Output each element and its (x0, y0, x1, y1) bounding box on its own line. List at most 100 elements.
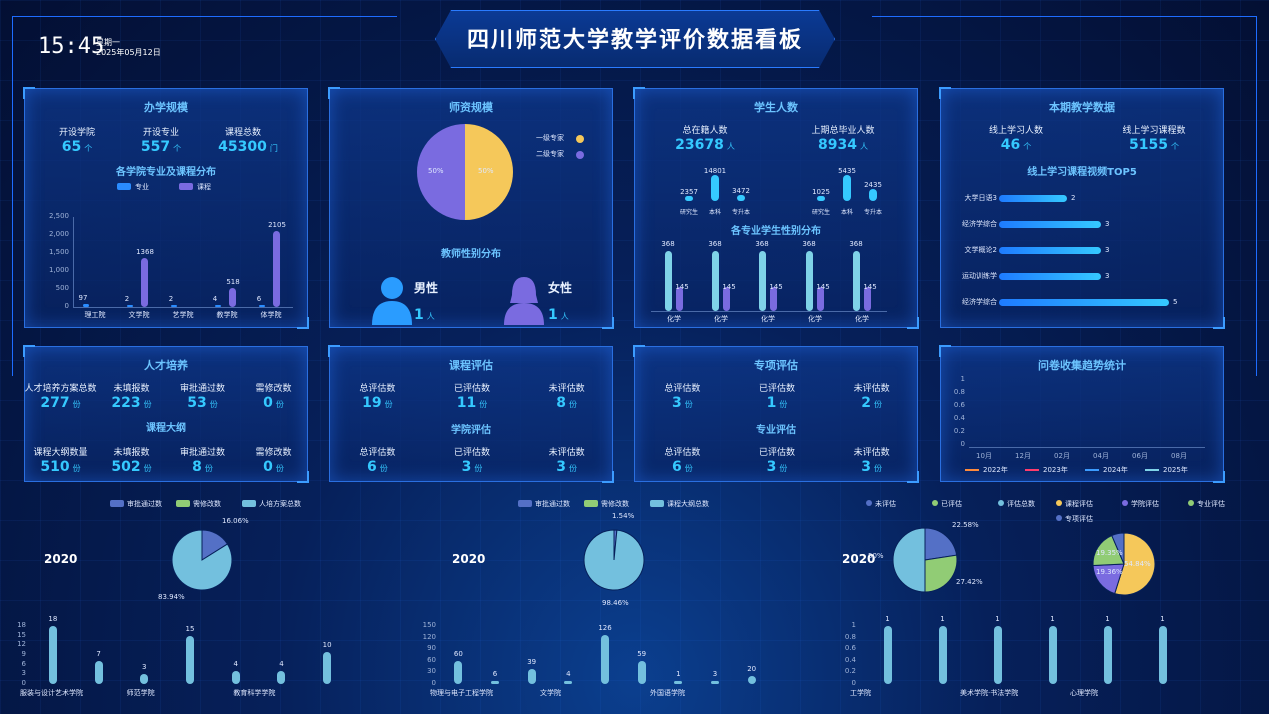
y-tick-label: 0.4 (953, 414, 965, 422)
stat-value: 23678 人 (675, 137, 735, 153)
bar-value: 4 (233, 660, 238, 669)
stat-label: 未填报数 (113, 448, 150, 458)
bar-label: 368 (755, 240, 769, 248)
pie-slice (1114, 532, 1156, 596)
legend-label: 专业评估 (1197, 500, 1225, 508)
stat-value: 11 份 (456, 395, 488, 411)
legend-swatch (242, 500, 256, 507)
y-tick-label: 500 (55, 284, 69, 292)
x-tick-label: 化学 (855, 315, 869, 323)
bar-male (712, 251, 719, 311)
stat-label: 未填报数 (113, 384, 150, 394)
pie-label: 19.35% (1096, 549, 1123, 557)
mini-bar (711, 175, 719, 201)
pie-slice (924, 527, 958, 561)
legend-swatch (1122, 500, 1128, 506)
pie-label: 50% (428, 167, 444, 175)
legend-label: 专项评估 (1065, 515, 1093, 523)
clock-weekday: 星期一 (96, 38, 120, 47)
male-icon (372, 277, 412, 325)
legend-swatch (110, 500, 124, 507)
bar-label: 97 (78, 293, 88, 302)
bar-major (83, 303, 89, 307)
x-tick-label: 12月 (1015, 452, 1031, 460)
legend-line (1085, 469, 1099, 471)
y-tick-label: 30 (427, 667, 436, 676)
bar-value: 1 (1050, 615, 1055, 623)
bar (48, 626, 57, 684)
x-tick-label: 08月 (1171, 452, 1187, 460)
x-tick-label: 化学 (761, 315, 775, 323)
y-tick-label: 0.2 (844, 667, 856, 676)
pie-slice (924, 554, 958, 593)
pie-slice-level1 (465, 124, 513, 220)
y-tick-label: 150 (422, 621, 436, 629)
stat-label: 已评估数 (453, 448, 490, 458)
mini-bar-value: 3472 (732, 186, 750, 195)
stat-label: 审批通过数 (179, 384, 225, 394)
stat-label: 开设学院 (58, 128, 95, 138)
bar-major (215, 305, 221, 307)
bar-value: 39 (527, 657, 537, 666)
bar-value: 15 (185, 624, 195, 633)
bar-label: 145 (816, 283, 830, 292)
stat-label: 未评估数 (853, 448, 890, 458)
mini-bar (737, 194, 745, 201)
stat-label: 线上学习人数 (988, 126, 1043, 136)
pie-label: 19.36% (1096, 568, 1123, 576)
x-tick-label: 师范学院 (126, 689, 155, 697)
legend-swatch (179, 183, 193, 190)
legend-dot (576, 151, 584, 159)
y-tick-label: 2,500 (48, 212, 69, 220)
bar-label: 368 (849, 240, 863, 248)
legend-label: 审批通过数 (127, 500, 162, 508)
bar-value: 3 (1105, 220, 1110, 228)
mini-bar-label: 专升本 (731, 209, 750, 216)
legend-swatch (932, 500, 938, 506)
mini-bar-value: 2435 (864, 181, 882, 190)
stat-label: 上期总毕业人数 (811, 126, 875, 136)
bar (674, 681, 683, 684)
mini-bar-label: 专升本 (863, 209, 882, 216)
x-tick-label: 外国语学院 (650, 689, 685, 697)
pie-year: 2020 (44, 552, 78, 566)
bar-course (229, 288, 236, 307)
legend-label: 2025年 (1163, 466, 1188, 474)
stat-value: 46 个 (1000, 137, 1032, 153)
bar-male (759, 251, 766, 311)
stat-value: 65 个 (61, 139, 93, 155)
mini-bar-label: 本科 (708, 209, 721, 216)
x-tick-label: 理工院 (84, 311, 106, 319)
y-tick-label: 2,000 (48, 230, 69, 238)
bar-category-label: 经济学综合 (962, 220, 997, 228)
stat-label: 需修改数 (255, 448, 292, 458)
female-icon (504, 277, 544, 325)
college-distribution-chart: 2,500 2,000 1,500 1,000 500 0 理工院 97 文学院 2 1368 艺学院… (25, 89, 309, 329)
y-tick-label: 90 (427, 644, 436, 653)
sub-title: 课程大纲 (146, 423, 186, 434)
legend-label: 需修改数 (601, 500, 629, 508)
bar-value: 1 (1160, 615, 1165, 623)
bar-value: 5 (1173, 298, 1178, 306)
legend-swatch (1056, 515, 1062, 521)
panel-special-eval: 专项评估 总评估数 3 份已评估数 1 份未评估数 2 份总评估数 6 份已评估数 3 份未评估数 3… (633, 345, 919, 483)
y-tick-label: 1 (960, 375, 965, 383)
y-tick-label: 0.2 (953, 427, 965, 435)
bar-label: 145 (863, 283, 877, 292)
legend-label: 学院评估 (1131, 500, 1159, 508)
y-tick-label: 0 (21, 679, 26, 687)
mini-bar-value: 2357 (680, 188, 698, 196)
stat-value: 19 份 (362, 395, 393, 411)
legend-label: 已评估 (941, 500, 962, 508)
hbar (999, 221, 1101, 228)
x-tick-label: 10月 (976, 452, 992, 460)
special-eval-stats: 总评估数 3 份已评估数 1 份未评估数 2 份总评估数 6 份已评估数 3 份未评估数 3 份 (635, 347, 919, 483)
student-gender-chart: 368 145 化学 368 145 化学 368 145 化学 368 145 化学 368 145 化学 (635, 89, 919, 329)
stat-label: 总评估数 (664, 448, 701, 458)
pie-special (892, 527, 958, 593)
